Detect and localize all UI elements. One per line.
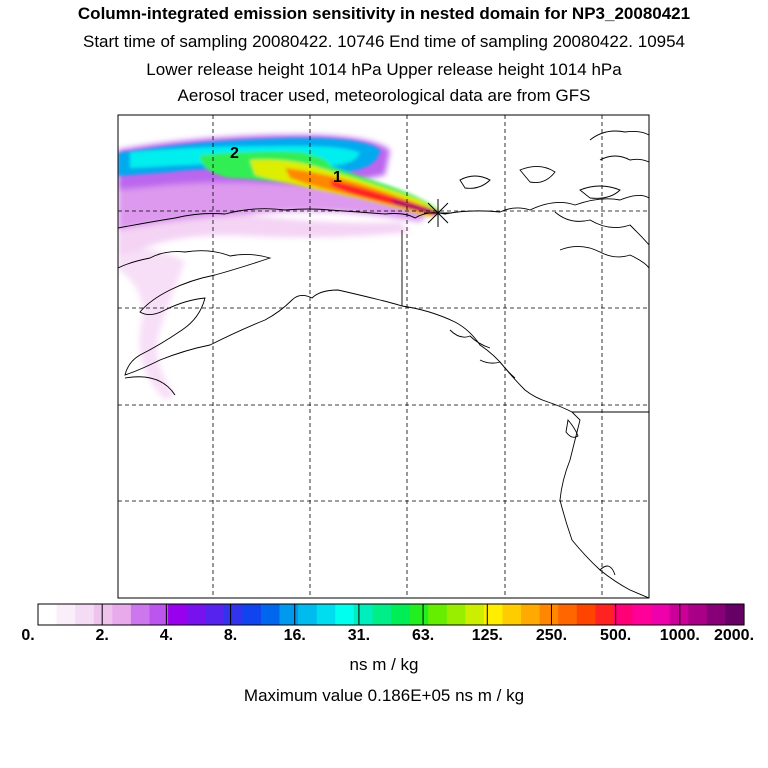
colorbar-tick-label: 63. xyxy=(411,627,435,644)
colorbar-cell xyxy=(279,604,299,625)
colorbar-tick-label: 250. xyxy=(535,627,568,644)
colorbar-cell xyxy=(613,604,634,625)
colorbar-cell xyxy=(558,604,578,625)
colorbar-cell xyxy=(298,604,318,625)
graticule xyxy=(118,115,649,598)
coastlines xyxy=(118,130,649,598)
colorbar-tick-label: 16. xyxy=(283,627,306,644)
colorbar-frame xyxy=(37,603,745,626)
colorbar-cell xyxy=(242,604,262,625)
colorbar-cell xyxy=(372,604,392,625)
colorbar-cell xyxy=(595,604,615,625)
plume-label-1: 1 xyxy=(333,169,342,186)
colorbar-cell xyxy=(651,604,671,625)
release-marker-icon xyxy=(424,199,452,227)
colorbar-cell xyxy=(93,604,113,625)
colorbar-tick-label: 0. xyxy=(21,627,35,644)
colorbar-cell xyxy=(428,604,448,625)
colorbar-cell xyxy=(335,604,355,625)
colorbar-cell xyxy=(632,604,652,625)
colorbar-tick-label: 500. xyxy=(600,627,632,644)
map-frame xyxy=(117,114,650,599)
colorbar-cell xyxy=(446,604,466,625)
colorbar-cell xyxy=(725,604,745,625)
colorbar-cell xyxy=(483,604,504,625)
colorbar-tick-label: 31. xyxy=(347,627,371,644)
sampling-times: Start time of sampling 20080422. 10746 E… xyxy=(82,32,686,51)
colorbar-cell xyxy=(409,604,429,625)
colorbar-cell xyxy=(75,604,95,625)
colorbar-cell xyxy=(205,604,225,625)
colorbar-tick-label: 1000. xyxy=(659,627,700,644)
colorbar-cell xyxy=(56,604,76,625)
colorbar-cell xyxy=(112,604,132,625)
colorbar-tick-label: 2000. xyxy=(713,627,755,644)
plume xyxy=(118,135,440,400)
colorbar-tick-label: 2. xyxy=(95,627,109,644)
colorbar-units: ns m / kg xyxy=(349,655,419,674)
colorbar-cell xyxy=(38,604,58,625)
colorbar-cell xyxy=(223,604,243,625)
colorbar-cell xyxy=(130,604,151,625)
colorbar-cell xyxy=(502,604,522,625)
colorbar-cell xyxy=(706,604,727,625)
colorbar-cell xyxy=(391,604,411,625)
colorbar-cell xyxy=(539,604,559,625)
maximum-value: Maximum value 0.186E+05 ns m / kg xyxy=(243,686,525,705)
release-heights: Lower release height 1014 hPa Upper rele… xyxy=(146,60,622,79)
colorbar-cell xyxy=(168,604,188,625)
colorbar-cell xyxy=(260,604,281,625)
colorbar-cell xyxy=(316,604,336,625)
colorbar-cell xyxy=(688,604,708,625)
colorbar-cell xyxy=(353,604,374,625)
colorbar-tick-label: 8. xyxy=(223,627,238,644)
colorbar-tick-label: 4. xyxy=(159,627,174,644)
colorbar-cell xyxy=(186,604,206,625)
colorbar-cell xyxy=(465,604,485,625)
colorbar-cell xyxy=(521,604,541,625)
colorbar-tick-label: 125. xyxy=(471,627,503,644)
colorbar-cell xyxy=(149,604,169,625)
colorbar-cell xyxy=(669,604,689,625)
plume-label-2: 2 xyxy=(230,145,239,162)
colorbar-cell xyxy=(576,604,596,625)
plot-title: Column-integrated emission sensitivity i… xyxy=(77,4,691,23)
tracer-info: Aerosol tracer used, meteorological data… xyxy=(177,86,591,105)
